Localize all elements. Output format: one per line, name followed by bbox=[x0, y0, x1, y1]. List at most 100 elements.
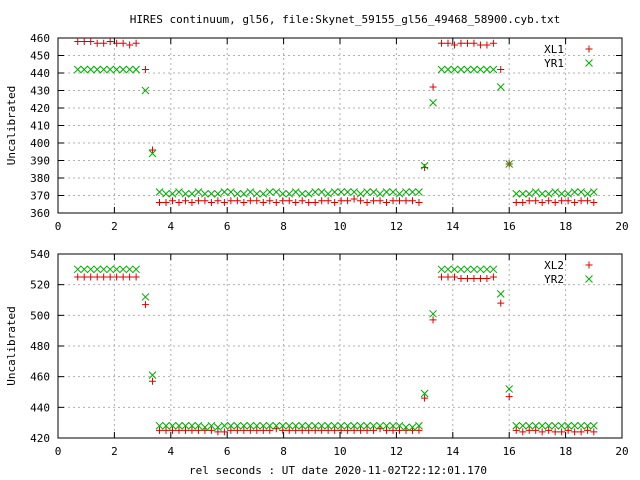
data-point bbox=[512, 189, 521, 198]
x-tick-label: 6 bbox=[224, 445, 231, 458]
x-tick-label: 4 bbox=[167, 220, 174, 233]
data-point bbox=[463, 65, 472, 74]
data-point bbox=[220, 421, 229, 430]
data-point bbox=[168, 421, 177, 430]
data-point bbox=[532, 426, 540, 434]
data-point bbox=[363, 188, 371, 196]
data-point bbox=[106, 273, 114, 281]
data-point bbox=[344, 197, 352, 205]
data-point bbox=[148, 377, 156, 385]
data-point bbox=[194, 421, 203, 430]
data-point bbox=[437, 65, 446, 74]
data-point bbox=[220, 188, 229, 196]
data-point bbox=[538, 199, 546, 206]
data-point bbox=[74, 38, 82, 45]
data-point bbox=[357, 197, 365, 205]
data-point bbox=[369, 188, 378, 196]
data-point bbox=[429, 316, 437, 324]
data-point bbox=[106, 65, 115, 74]
data-point bbox=[476, 65, 485, 74]
x-tick-label: 20 bbox=[615, 220, 628, 233]
data-point bbox=[519, 428, 527, 436]
y-axis-label: Uncalibrated bbox=[5, 306, 18, 385]
legend-marker bbox=[585, 45, 593, 53]
data-point bbox=[505, 160, 514, 168]
data-point bbox=[318, 426, 326, 434]
data-point bbox=[531, 421, 540, 430]
x-tick-label: 0 bbox=[55, 220, 62, 233]
data-point bbox=[214, 197, 222, 205]
data-point bbox=[106, 38, 114, 45]
data-point bbox=[311, 188, 320, 196]
data-point bbox=[220, 428, 228, 436]
data-point bbox=[363, 199, 371, 206]
data-point bbox=[113, 273, 121, 281]
data-point bbox=[298, 189, 307, 198]
data-point bbox=[239, 189, 248, 198]
data-point bbox=[544, 189, 553, 198]
data-point bbox=[298, 421, 307, 430]
x-tick-label: 14 bbox=[446, 220, 460, 233]
data-point bbox=[259, 426, 267, 434]
data-point bbox=[429, 309, 437, 318]
data-point bbox=[457, 265, 465, 274]
data-point bbox=[489, 273, 497, 281]
data-point bbox=[525, 421, 534, 430]
data-point bbox=[420, 161, 429, 170]
data-point bbox=[415, 426, 423, 434]
data-point bbox=[408, 188, 417, 196]
data-point bbox=[181, 421, 190, 430]
data-point bbox=[86, 265, 95, 274]
y-axis-label: Uncalibrated bbox=[5, 86, 18, 165]
data-point bbox=[99, 65, 108, 74]
data-point bbox=[570, 188, 579, 196]
data-point bbox=[73, 65, 82, 74]
y-tick-label: 540 bbox=[30, 248, 50, 261]
data-point bbox=[402, 423, 410, 432]
data-point bbox=[311, 426, 319, 434]
data-point bbox=[279, 426, 287, 434]
y-tick-label: 360 bbox=[30, 207, 50, 220]
data-point bbox=[408, 426, 416, 434]
data-point bbox=[518, 189, 527, 198]
data-point bbox=[337, 197, 345, 205]
data-point bbox=[272, 188, 281, 196]
data-point bbox=[389, 426, 397, 434]
data-point bbox=[291, 188, 300, 196]
x-tick-label: 8 bbox=[280, 220, 287, 233]
data-point bbox=[383, 426, 391, 434]
data-point bbox=[450, 41, 458, 49]
data-point bbox=[402, 188, 410, 196]
data-point bbox=[470, 275, 478, 283]
data-point bbox=[155, 421, 164, 430]
data-point bbox=[421, 394, 429, 402]
data-point bbox=[162, 426, 170, 434]
data-point bbox=[483, 265, 491, 274]
data-point bbox=[141, 301, 149, 309]
data-point bbox=[350, 188, 358, 196]
series-YR1 bbox=[73, 65, 598, 198]
data-point bbox=[395, 421, 404, 430]
data-point bbox=[483, 275, 491, 283]
data-point bbox=[389, 421, 397, 430]
data-point bbox=[389, 197, 397, 205]
data-point bbox=[538, 428, 546, 436]
x-tick-label: 2 bbox=[111, 220, 118, 233]
y-tick-label: 440 bbox=[30, 401, 50, 414]
data-point bbox=[112, 265, 121, 274]
x-tick-label: 12 bbox=[390, 445, 403, 458]
data-point bbox=[356, 189, 365, 198]
x-tick-label: 12 bbox=[390, 220, 403, 233]
data-point bbox=[551, 428, 559, 436]
data-point bbox=[87, 273, 95, 281]
data-point bbox=[505, 385, 514, 393]
data-point bbox=[531, 188, 540, 196]
chart-title: HIRES continuum, gl56, file:Skynet_59155… bbox=[130, 13, 560, 26]
data-point bbox=[175, 426, 183, 434]
data-point bbox=[80, 273, 88, 281]
data-point bbox=[557, 421, 566, 430]
data-point bbox=[285, 189, 294, 198]
data-point bbox=[168, 197, 176, 205]
data-point bbox=[590, 428, 598, 436]
